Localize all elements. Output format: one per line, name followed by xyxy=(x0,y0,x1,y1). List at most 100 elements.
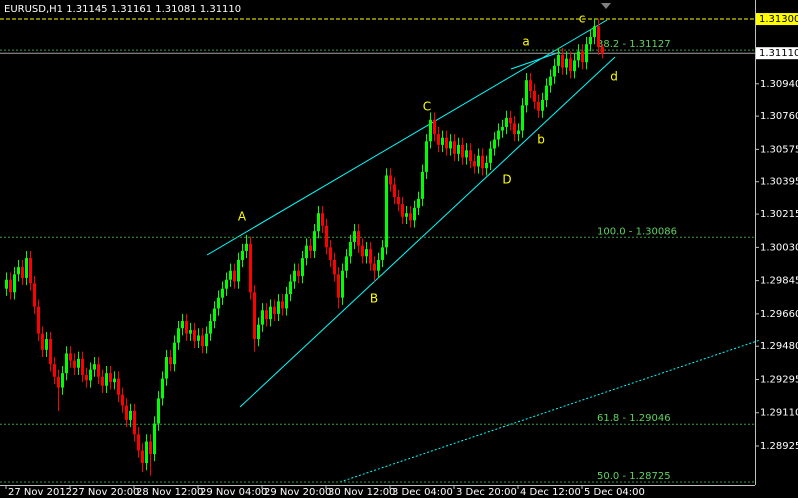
x-tick-label: 3 Dec 20:00 xyxy=(456,487,517,498)
candle-body xyxy=(61,373,64,388)
candle-body xyxy=(597,26,600,47)
candle-body xyxy=(49,339,52,365)
candle-body xyxy=(57,376,60,388)
candle-body xyxy=(529,80,532,91)
candle-body xyxy=(253,292,256,340)
candle-body xyxy=(109,373,112,383)
candle-body xyxy=(237,259,240,282)
x-tick-label: 27 Nov 2012 xyxy=(8,487,72,498)
candle-body xyxy=(29,258,32,284)
candle-body xyxy=(493,139,496,149)
candle-body xyxy=(325,225,328,248)
candle-body xyxy=(105,373,108,386)
candle-body xyxy=(377,259,380,271)
candle-body xyxy=(277,301,280,314)
candle-body xyxy=(389,175,392,185)
chart-title: EURUSD,H1 1.31145 1.31161 1.31081 1.3111… xyxy=(4,4,241,15)
wave-label: b xyxy=(537,133,545,147)
candle-body xyxy=(361,245,364,257)
candle-body xyxy=(153,423,156,455)
candle-body xyxy=(301,258,304,277)
candle-body xyxy=(273,306,276,314)
candle-body xyxy=(425,141,428,172)
x-tick-label: 30 Nov 12:00 xyxy=(328,487,395,498)
fib-label: 50.0 - 1.28725 xyxy=(597,471,671,482)
candle-body xyxy=(341,270,344,298)
candle-body xyxy=(73,360,76,368)
candle-body xyxy=(177,328,180,343)
candle-body xyxy=(537,101,540,111)
candle-body xyxy=(369,249,372,264)
y-tick-label: 1.29480 xyxy=(760,341,798,352)
candle-body xyxy=(581,51,584,63)
candle-body xyxy=(317,213,320,232)
candle-body xyxy=(185,321,188,334)
candle-body xyxy=(417,198,420,208)
candle-body xyxy=(157,398,160,424)
candle-body xyxy=(565,58,568,68)
candle-body xyxy=(401,204,404,217)
candle-body xyxy=(433,119,436,135)
candle-body xyxy=(549,76,552,86)
wave-label: B xyxy=(370,292,378,306)
channel-line xyxy=(339,339,761,483)
candle-body xyxy=(117,378,120,395)
candle-body xyxy=(201,335,204,347)
candle-body xyxy=(409,213,412,221)
candle-body xyxy=(213,308,216,322)
candle-body xyxy=(441,137,444,145)
candle-body xyxy=(189,330,192,334)
wave-label: A xyxy=(238,210,247,224)
candle-body xyxy=(569,58,572,72)
candle-body xyxy=(353,231,356,242)
bid-label: 1.31110 xyxy=(759,48,798,59)
candle-body xyxy=(53,364,56,377)
y-tick-label: 1.29660 xyxy=(760,309,798,320)
candle-body xyxy=(113,378,116,383)
fib-label: 100.0 - 1.30086 xyxy=(597,226,677,237)
candle-body xyxy=(81,358,84,375)
candle-body xyxy=(205,333,208,347)
candle-body xyxy=(89,369,92,381)
fib-label: 38.2 - 1.31127 xyxy=(597,39,671,50)
candle-body xyxy=(17,267,20,275)
candle-body xyxy=(133,410,136,435)
candle-body xyxy=(145,441,148,464)
candle-body xyxy=(405,213,408,217)
candle-body xyxy=(485,162,488,169)
candle-body xyxy=(601,46,604,54)
fib-label: 61.8 - 1.29046 xyxy=(597,413,671,424)
candle-body xyxy=(477,155,480,167)
y-tick-label: 1.29295 xyxy=(760,374,798,385)
candle-body xyxy=(345,256,348,271)
candle-body xyxy=(589,37,592,45)
y-tick-label: 1.30940 xyxy=(760,79,798,90)
candle-body xyxy=(437,134,440,145)
candle-body xyxy=(481,155,484,169)
candle-body xyxy=(193,330,196,341)
candle-body xyxy=(337,274,340,298)
candle-body xyxy=(33,283,36,307)
candle-body xyxy=(497,130,500,140)
candle-body xyxy=(505,117,508,127)
candle-body xyxy=(265,310,268,320)
candle-body xyxy=(293,270,296,282)
candle-body xyxy=(257,324,260,340)
candle-body xyxy=(245,243,248,251)
x-tick-label: 29 Nov 04:00 xyxy=(200,487,267,498)
x-tick-label: 28 Nov 12:00 xyxy=(136,487,203,498)
candle-body xyxy=(97,364,100,377)
candle-body xyxy=(249,243,252,293)
candle-body xyxy=(585,44,588,63)
trendline xyxy=(510,51,561,70)
candle-body xyxy=(357,231,360,246)
candle-body xyxy=(517,130,520,135)
candle-body xyxy=(13,274,16,293)
candle-body xyxy=(125,405,128,420)
candle-body xyxy=(365,249,368,257)
candle-body xyxy=(349,241,352,257)
candle-body xyxy=(77,358,80,368)
y-tick-label: 1.30030 xyxy=(760,242,798,253)
